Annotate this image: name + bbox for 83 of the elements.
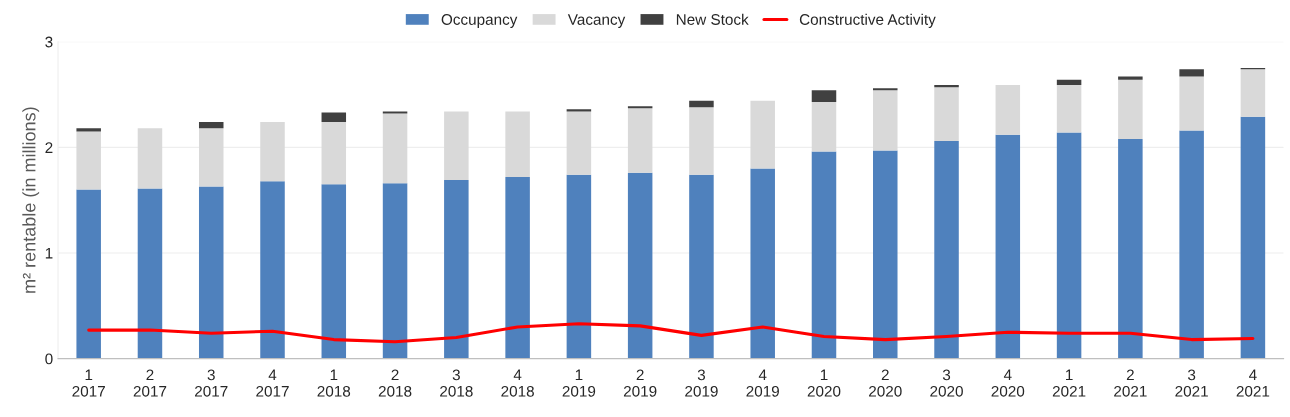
bar (811, 101, 837, 152)
y-tick-label: 2 (45, 142, 53, 153)
bar (689, 174, 714, 359)
bar (873, 90, 898, 151)
bar (873, 150, 898, 359)
bar (198, 186, 224, 359)
legend-label: Vacancy (567, 14, 626, 28)
y-axis-title: m² rentable (in millions) (22, 107, 40, 293)
bar (382, 183, 408, 359)
bar (1240, 69, 1266, 117)
bar (444, 180, 469, 359)
bar (1179, 130, 1204, 359)
x-tick-label: 3 2021 (1175, 369, 1208, 397)
line-series (87, 322, 1255, 344)
x-tick-label: 1 2020 (807, 369, 841, 397)
legend-label: Constructive Activity (799, 13, 936, 28)
y-tick-label: 0 (45, 353, 53, 365)
bar (76, 189, 101, 359)
bar (137, 188, 163, 359)
bar (934, 87, 959, 141)
bar (1118, 138, 1143, 359)
bar (627, 172, 653, 359)
x-tick-label: 3 2019 (685, 369, 718, 397)
bar (1056, 132, 1082, 359)
bar (76, 131, 101, 190)
bar (627, 106, 653, 109)
bar (566, 111, 592, 175)
bar (627, 108, 653, 173)
bar (995, 134, 1021, 359)
bar (811, 90, 837, 102)
bar (1240, 116, 1266, 359)
x-tick-label: 2 2018 (378, 369, 412, 397)
x-tick-label: 4 2021 (1236, 369, 1270, 397)
x-tick-label: 4 2018 (501, 369, 534, 397)
bar (873, 88, 898, 91)
bar (934, 141, 959, 359)
bar (137, 128, 163, 189)
bar (1118, 76, 1143, 80)
bar (260, 181, 285, 359)
bar (811, 151, 837, 359)
legend-label: New Stock (676, 13, 749, 25)
bar (198, 128, 224, 187)
bar (260, 121, 285, 182)
bar (750, 100, 775, 169)
x-tick-label: 4 2017 (256, 369, 289, 397)
bar (934, 85, 959, 88)
x-tick-label: 1 2018 (317, 369, 351, 397)
bar (1179, 76, 1204, 131)
y-tick-label: 1 (45, 248, 53, 259)
bar (382, 113, 408, 184)
bar (995, 85, 1021, 135)
x-tick-label: 4 2020 (991, 369, 1025, 397)
x-tick-label: 2 2017 (133, 369, 167, 397)
x-tick-label: 4 2019 (746, 369, 779, 397)
x-tick-label: 2 2020 (869, 369, 902, 397)
x-tick-label: 1 2017 (72, 369, 105, 397)
bar (689, 107, 714, 175)
x-tick-label: 2 2021 (1114, 369, 1147, 397)
y-tick-label: 3 (45, 36, 53, 48)
x-tick-label: 3 2020 (930, 369, 963, 397)
bar (382, 111, 408, 114)
bar (505, 176, 530, 359)
bar (1056, 85, 1082, 133)
bar (750, 168, 775, 359)
x-tick-label: 3 2018 (440, 369, 473, 397)
bar (321, 112, 347, 122)
x-tick-label: 1 2021 (1052, 369, 1086, 397)
bar (1118, 79, 1143, 139)
bar (444, 111, 469, 181)
bar (321, 184, 347, 359)
bar (566, 174, 592, 359)
bar (689, 100, 714, 108)
bar (76, 128, 101, 132)
bar (505, 111, 530, 177)
bar (198, 121, 224, 129)
x-tick-label: 2 2019 (623, 369, 657, 397)
x-tick-label: 1 2019 (562, 369, 596, 397)
bar (566, 109, 592, 112)
bar (1056, 79, 1082, 86)
bar (1179, 69, 1204, 77)
bar (321, 121, 347, 185)
x-tick-label: 3 2017 (195, 369, 228, 397)
legend-label: Occupancy (441, 14, 518, 28)
